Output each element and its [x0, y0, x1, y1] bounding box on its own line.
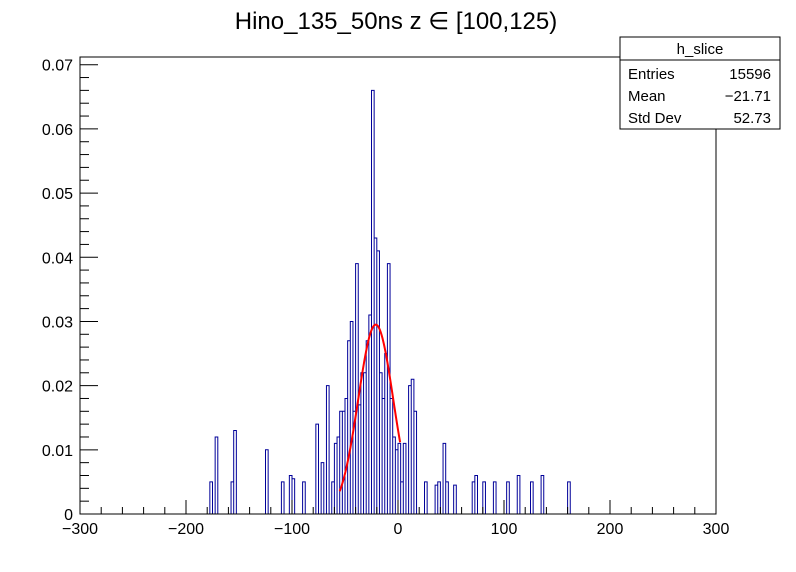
histogram-bin — [337, 437, 340, 514]
y-tick-label: 0.07 — [42, 58, 73, 75]
stats-box: h_slice Entries 15596 Mean −21.71 Std De… — [619, 36, 781, 130]
histogram-bin — [401, 482, 404, 514]
y-tick-label: 0.02 — [42, 379, 73, 396]
y-tick-label: 0.03 — [42, 314, 73, 331]
y-tick-label: 0 — [64, 507, 73, 524]
histogram-bin — [372, 90, 375, 514]
histogram-bin — [342, 411, 345, 514]
histogram-bin — [234, 431, 237, 514]
histogram-bin — [435, 485, 438, 514]
histogram-bin — [361, 373, 364, 514]
stats-entries-label: Entries — [628, 66, 675, 83]
histogram-bin — [411, 379, 414, 514]
histogram-bin — [266, 450, 269, 514]
histogram-bin — [409, 386, 412, 514]
x-tick-label: 200 — [597, 521, 624, 538]
histogram-bars — [80, 89, 716, 515]
y-tick-label: 0.04 — [42, 250, 73, 267]
histogram-bin — [377, 251, 380, 514]
histogram-bin — [387, 264, 390, 514]
histogram-bin — [493, 482, 496, 514]
histogram-bin — [507, 482, 510, 514]
histogram-bin — [334, 443, 337, 514]
chart-title: Hino_135_50ns z ∈ [100,125) — [235, 8, 557, 35]
histogram-bin — [517, 475, 520, 514]
x-tick-label: −300 — [62, 521, 98, 538]
histogram-bin — [414, 411, 417, 514]
histogram-bin — [281, 482, 284, 514]
y-tick-label: 0.01 — [42, 443, 73, 460]
histogram-bin — [231, 482, 234, 514]
histogram-bin — [385, 354, 388, 514]
stats-mean-value: −21.71 — [725, 88, 771, 105]
histogram-bin — [348, 341, 351, 514]
histogram-bin — [303, 482, 306, 514]
histogram-bin — [403, 443, 406, 514]
axes: −300 −200 −100 0 100 200 300 0 0.01 0.02 0.03 0.04 0… — [42, 58, 730, 538]
histogram-bin — [425, 482, 428, 514]
histogram-bin — [316, 424, 319, 514]
histogram-bin — [345, 398, 348, 514]
stats-box-frame — [619, 36, 781, 130]
x-tick-label: −200 — [168, 521, 204, 538]
histogram-bin — [541, 475, 544, 514]
x-tick-label: 300 — [703, 521, 730, 538]
histogram-bin — [210, 482, 213, 514]
histogram-bin — [356, 264, 359, 514]
histogram-bin — [446, 482, 449, 514]
histogram-bin — [340, 411, 343, 514]
histogram-bin — [443, 443, 446, 514]
histogram-bin — [472, 482, 475, 514]
histogram-bin — [350, 321, 353, 514]
histogram-bin — [369, 315, 372, 514]
histogram-outline — [80, 89, 716, 515]
histogram-bin — [364, 373, 367, 514]
histogram-bin — [475, 475, 478, 514]
stats-box-title: h_slice — [677, 41, 724, 58]
stats-stddev-label: Std Dev — [628, 110, 682, 127]
histogram-bin — [379, 373, 382, 514]
stats-mean-label: Mean — [628, 88, 666, 105]
x-tick-label: 0 — [394, 521, 403, 538]
stats-entries-value: 15596 — [729, 66, 771, 83]
histogram-bin — [531, 482, 534, 514]
histogram-bin — [454, 485, 457, 514]
stats-stddev-value: 52.73 — [733, 110, 771, 127]
x-tick-label: 100 — [491, 521, 518, 538]
histogram-bin — [321, 463, 324, 514]
histogram-bin — [215, 437, 218, 514]
histogram-bin — [326, 386, 329, 514]
gaussian-fit — [338, 323, 402, 492]
histogram-bin — [390, 398, 393, 514]
histogram-bin — [393, 437, 396, 514]
histogram-bin — [366, 341, 369, 514]
histogram-bin — [374, 238, 377, 514]
histogram-bin — [382, 398, 385, 514]
y-tick-label: 0.06 — [42, 122, 73, 139]
histogram-bin — [358, 405, 361, 514]
x-tick-label: −100 — [274, 521, 310, 538]
y-tick-label: 0.05 — [42, 186, 73, 203]
fit-curve — [338, 323, 402, 492]
